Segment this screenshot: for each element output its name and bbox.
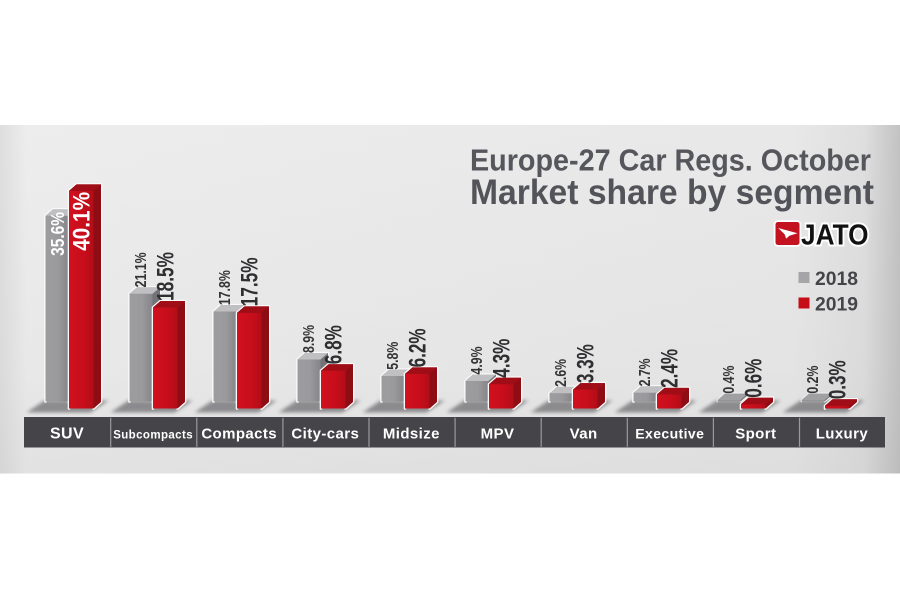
svg-text:5.8%: 5.8%: [385, 342, 402, 370]
svg-text:Luxury: Luxury: [816, 426, 869, 443]
svg-text:8.9%: 8.9%: [301, 325, 318, 353]
svg-text:Van: Van: [570, 426, 598, 443]
svg-text:21.1%: 21.1%: [133, 252, 150, 287]
svg-text:Sport: Sport: [735, 426, 776, 443]
svg-text:4.9%: 4.9%: [469, 346, 486, 374]
svg-text:18.5%: 18.5%: [152, 252, 179, 301]
svg-text:35.6%: 35.6%: [48, 212, 68, 256]
svg-text:4.3%: 4.3%: [488, 339, 515, 378]
svg-text:Executive: Executive: [635, 426, 704, 442]
svg-text:2019: 2019: [815, 295, 858, 316]
svg-text:MPV: MPV: [481, 426, 515, 443]
svg-text:0.4%: 0.4%: [721, 365, 738, 393]
svg-text:2.4%: 2.4%: [656, 349, 683, 388]
svg-text:17.8%: 17.8%: [217, 270, 234, 305]
svg-text:JATO: JATO: [801, 219, 869, 251]
svg-text:Midsize: Midsize: [383, 426, 440, 443]
svg-text:Market share by segment: Market share by segment: [470, 173, 874, 212]
svg-text:40.1%: 40.1%: [69, 192, 96, 251]
svg-text:6.8%: 6.8%: [320, 325, 347, 364]
svg-text:Europe-27 Car Regs. October: Europe-27 Car Regs. October: [470, 143, 871, 178]
svg-text:2.7%: 2.7%: [637, 358, 654, 386]
svg-text:17.5%: 17.5%: [236, 257, 263, 306]
svg-text:0.2%: 0.2%: [805, 365, 822, 393]
svg-text:2018: 2018: [815, 269, 858, 290]
svg-text:City-cars: City-cars: [291, 426, 359, 443]
svg-text:0.6%: 0.6%: [740, 359, 767, 398]
svg-text:SUV: SUV: [50, 426, 84, 443]
svg-text:6.2%: 6.2%: [404, 328, 431, 367]
svg-text:2.6%: 2.6%: [553, 359, 570, 387]
svg-text:0.3%: 0.3%: [824, 360, 851, 399]
svg-text:Subcompacts: Subcompacts: [113, 430, 193, 442]
svg-text:3.3%: 3.3%: [572, 344, 599, 383]
svg-text:Compacts: Compacts: [201, 426, 277, 443]
